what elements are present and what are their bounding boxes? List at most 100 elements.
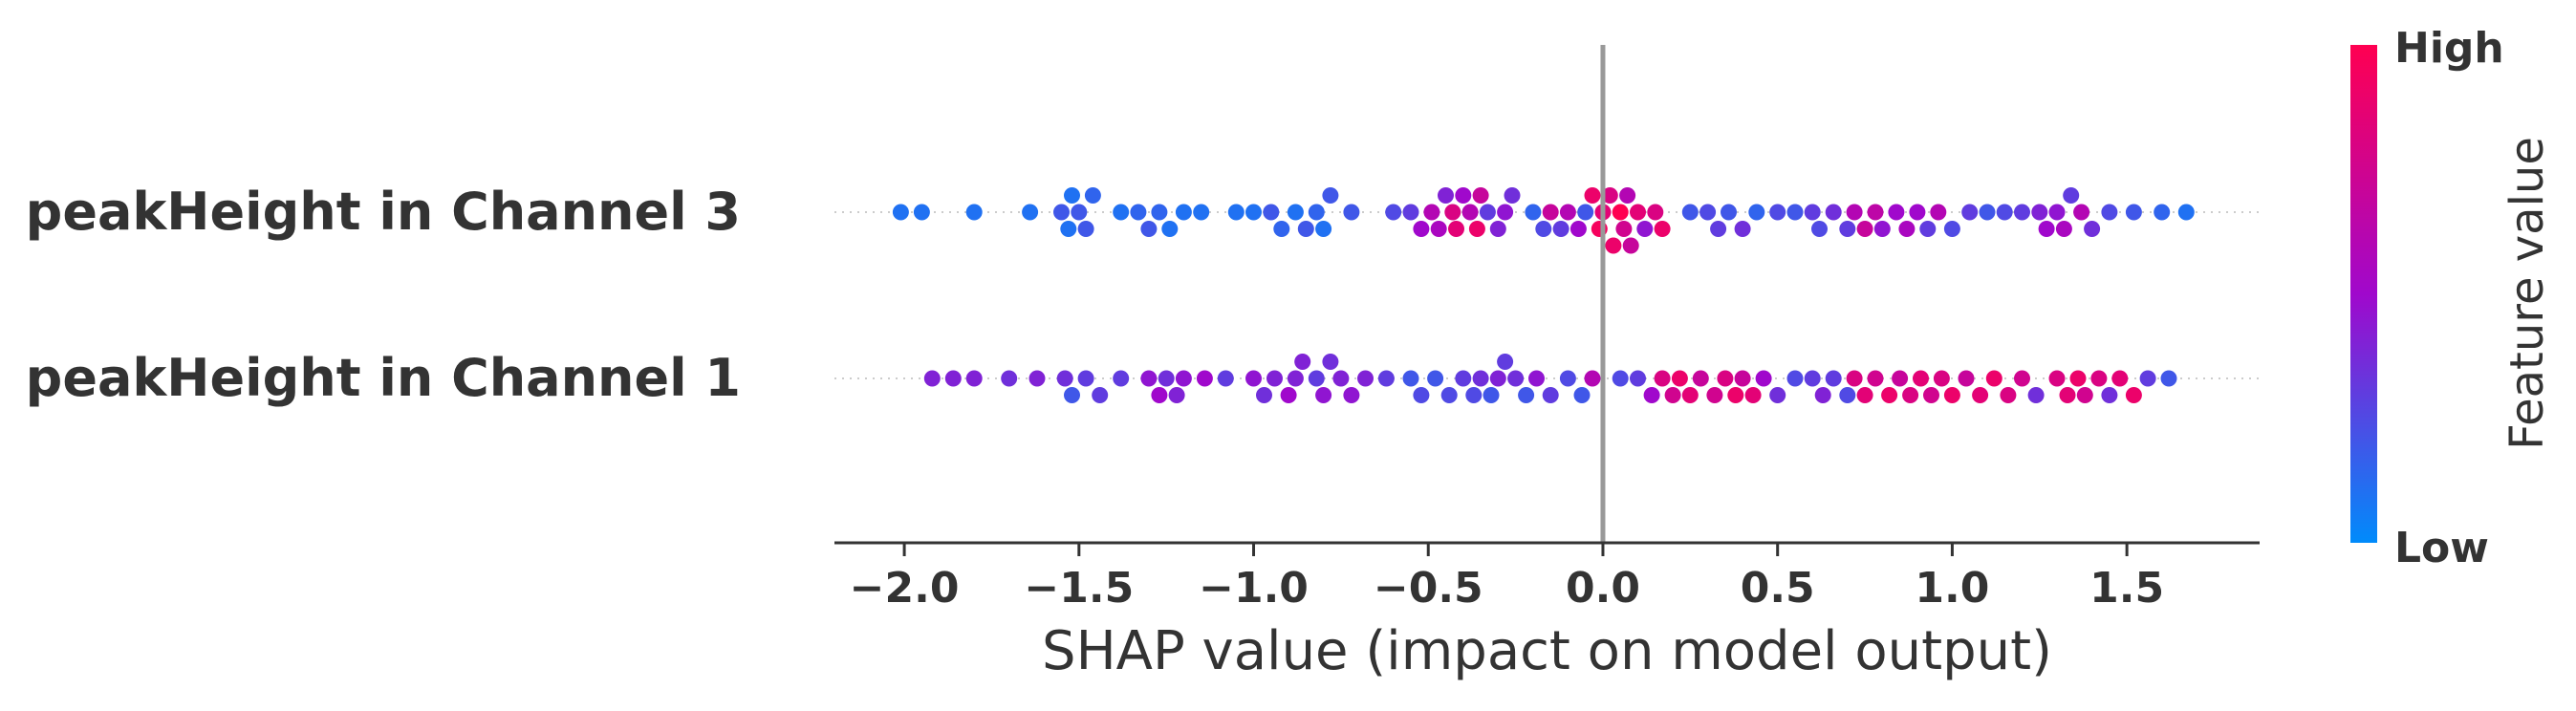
shap-point xyxy=(1468,221,1485,237)
colorbar-title: Feature value xyxy=(2500,137,2554,450)
shap-point xyxy=(1130,204,1147,221)
shap-point xyxy=(2048,204,2066,221)
shap-point xyxy=(1266,370,1283,387)
shap-point xyxy=(2063,187,2080,204)
shap-point xyxy=(1542,204,1559,221)
x-axis: −2.0 −1.5 −1.0 −0.5 0.0 0.5 1.0 1.5 SHAP value … xyxy=(834,541,2260,682)
shap-point xyxy=(1448,221,1464,237)
shap-point xyxy=(1734,221,1751,237)
shap-point xyxy=(2031,204,2048,221)
shap-point xyxy=(1755,370,1772,387)
shap-point xyxy=(2076,387,2093,403)
shap-point xyxy=(1315,221,1332,237)
colorbar-high-label: High xyxy=(2394,24,2504,73)
shap-point xyxy=(1064,387,1080,403)
shap-point xyxy=(1472,187,1489,204)
colorbar: High Low Feature value xyxy=(2350,24,2554,572)
colorbar-gradient xyxy=(2350,45,2377,543)
x-tick-label: 0.5 xyxy=(1741,564,1815,613)
shap-point xyxy=(1839,221,1856,237)
shap-point xyxy=(1528,370,1545,387)
shap-point xyxy=(1943,221,1960,237)
shap-point xyxy=(1867,370,1884,387)
shap-point xyxy=(1455,187,1472,204)
shap-point xyxy=(1615,221,1633,237)
shap-point xyxy=(1151,387,1168,403)
shap-point xyxy=(1804,204,1821,221)
shap-point xyxy=(1064,187,1080,204)
shap-point xyxy=(1786,204,1804,221)
shap-point xyxy=(1315,387,1332,403)
shap-point xyxy=(1664,387,1681,403)
shap-point xyxy=(1518,387,1535,403)
shap-point xyxy=(1622,237,1639,254)
shap-point xyxy=(1654,370,1671,387)
shap-point xyxy=(1559,204,1576,221)
shap-point xyxy=(1256,387,1272,403)
shap-point xyxy=(1161,221,1179,237)
shap-point xyxy=(1972,387,1989,403)
shap-point xyxy=(1402,204,1419,221)
shap-point xyxy=(1245,370,1262,387)
shap-point xyxy=(1873,221,1891,237)
shap-point xyxy=(1542,387,1559,403)
shap-point xyxy=(2139,370,2156,387)
shap-point xyxy=(1077,370,1094,387)
shap-point xyxy=(1385,204,1402,221)
shap-point xyxy=(2101,204,2118,221)
shap-point xyxy=(1636,221,1654,237)
shap-point xyxy=(1077,221,1094,237)
shap-point xyxy=(1489,221,1506,237)
shap-point xyxy=(1692,370,1709,387)
shap-point xyxy=(2125,204,2142,221)
feature-rows: peakHeight in Channel 3 peakHeight in Cha… xyxy=(26,182,2260,408)
shap-point xyxy=(944,370,962,387)
x-tick-label: −1.5 xyxy=(1024,564,1134,613)
shap-point xyxy=(1140,221,1158,237)
shap-point xyxy=(1584,187,1601,204)
shap-point xyxy=(1413,221,1430,237)
shap-point xyxy=(1559,370,1576,387)
shap-point xyxy=(1028,370,1046,387)
shap-point xyxy=(2027,387,2045,403)
shap-point xyxy=(1612,204,1629,221)
shap-point xyxy=(1175,204,1192,221)
shap-point xyxy=(1525,204,1542,221)
shap-point xyxy=(1507,370,1525,387)
shap-point xyxy=(1573,387,1591,403)
shap-point xyxy=(913,204,930,221)
shap-point xyxy=(1455,370,1472,387)
shap-point xyxy=(1569,221,1587,237)
shap-point xyxy=(2154,204,2171,221)
shap-point xyxy=(1654,221,1671,237)
shap-point xyxy=(1168,387,1185,403)
shap-point xyxy=(1151,204,1168,221)
shap-point xyxy=(965,204,983,221)
shap-point xyxy=(1444,204,1461,221)
shap-point xyxy=(1552,221,1569,237)
shap-point xyxy=(2084,221,2101,237)
shap-point xyxy=(1263,204,1280,221)
x-tick-label: −1.0 xyxy=(1199,564,1309,613)
points-layer xyxy=(892,187,2195,403)
shap-point xyxy=(1888,204,1905,221)
shap-point xyxy=(1287,370,1304,387)
shap-point xyxy=(2069,370,2087,387)
x-tick-label: 1.5 xyxy=(2089,564,2164,613)
shap-point xyxy=(1647,204,1664,221)
shap-point xyxy=(1867,204,1884,221)
shap-point xyxy=(2038,221,2055,237)
shap-point xyxy=(1748,204,1765,221)
shap-point xyxy=(1440,387,1458,403)
shap-point xyxy=(1985,370,2002,387)
shap-point xyxy=(1113,370,1130,387)
shap-point xyxy=(1681,204,1699,221)
shap-point xyxy=(1497,204,1514,221)
shap-point xyxy=(1814,387,1831,403)
shap-point xyxy=(1427,370,1444,387)
shap-point xyxy=(1332,370,1350,387)
shap-point xyxy=(1892,370,1909,387)
shap-point xyxy=(1423,204,1440,221)
